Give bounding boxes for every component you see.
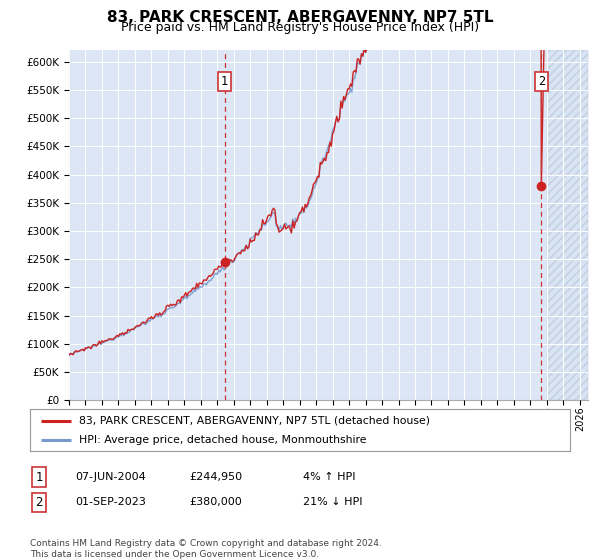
Text: 21% ↓ HPI: 21% ↓ HPI <box>303 497 362 507</box>
Text: 01-SEP-2023: 01-SEP-2023 <box>75 497 146 507</box>
Text: 07-JUN-2004: 07-JUN-2004 <box>75 472 146 482</box>
Text: 83, PARK CRESCENT, ABERGAVENNY, NP7 5TL: 83, PARK CRESCENT, ABERGAVENNY, NP7 5TL <box>107 10 493 25</box>
Text: HPI: Average price, detached house, Monmouthshire: HPI: Average price, detached house, Monm… <box>79 435 366 445</box>
Text: 4% ↑ HPI: 4% ↑ HPI <box>303 472 355 482</box>
Text: 83, PARK CRESCENT, ABERGAVENNY, NP7 5TL (detached house): 83, PARK CRESCENT, ABERGAVENNY, NP7 5TL … <box>79 416 430 426</box>
Text: 2: 2 <box>538 75 545 88</box>
Text: £244,950: £244,950 <box>189 472 242 482</box>
Text: 1: 1 <box>35 470 43 484</box>
Text: Price paid vs. HM Land Registry's House Price Index (HPI): Price paid vs. HM Land Registry's House … <box>121 21 479 34</box>
Text: 2: 2 <box>35 496 43 509</box>
Text: £380,000: £380,000 <box>189 497 242 507</box>
Text: Contains HM Land Registry data © Crown copyright and database right 2024.
This d: Contains HM Land Registry data © Crown c… <box>30 539 382 559</box>
Text: 1: 1 <box>221 75 228 88</box>
